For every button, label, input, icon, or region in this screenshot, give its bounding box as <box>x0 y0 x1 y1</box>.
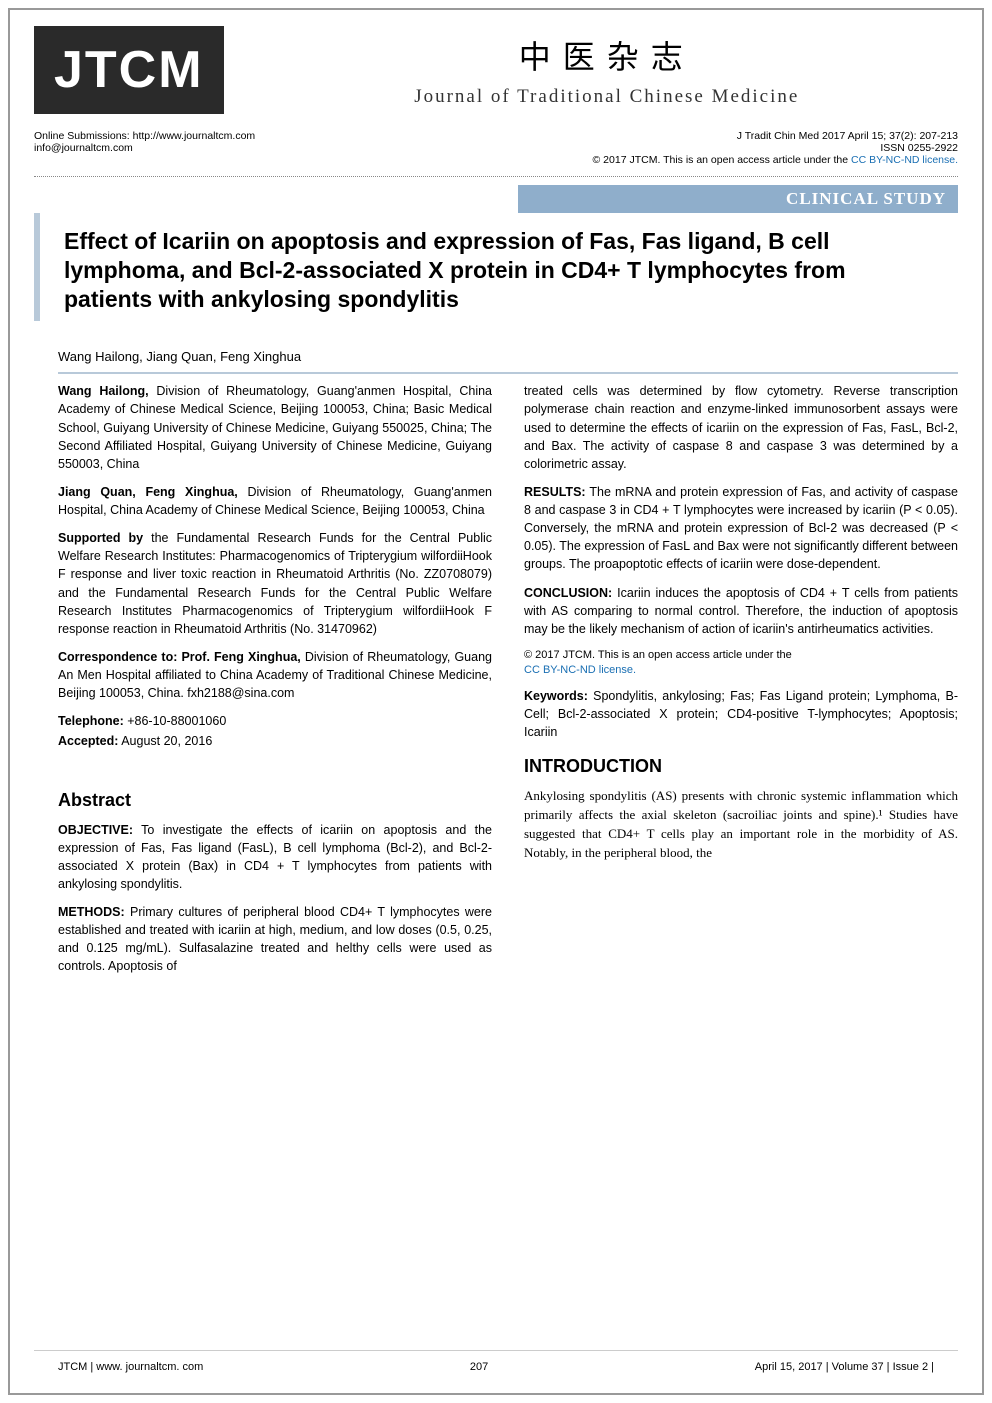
telephone-text: +86-10-88001060 <box>124 714 227 728</box>
page-container: JTCM 中医杂志 Journal of Traditional Chinese… <box>8 8 984 1395</box>
conclusion-label: CONCLUSION: <box>524 586 612 600</box>
copyright-line: © 2017 JTCM. This is an open access arti… <box>593 154 958 166</box>
telephone-label: Telephone: <box>58 714 124 728</box>
authors-line: Wang Hailong, Jiang Quan, Feng Xinghua <box>34 321 982 370</box>
badge-row: CLINICAL STUDY <box>10 181 982 213</box>
abstract-copyright: © 2017 JTCM. This is an open access arti… <box>524 648 958 679</box>
title-block: Effect of Icariin on apoptosis and expre… <box>34 213 958 321</box>
journal-logo: JTCM <box>34 26 224 114</box>
header-row: JTCM 中医杂志 Journal of Traditional Chinese… <box>10 10 982 122</box>
license-link[interactable]: CC BY-NC-ND license. <box>851 154 958 166</box>
accepted-text: August 20, 2016 <box>118 734 212 748</box>
abstract-heading: Abstract <box>58 787 492 813</box>
footer-left: JTCM | www. journaltcm. com <box>58 1361 203 1373</box>
correspondence-block: Correspondence to: Prof. Feng Xinghua, D… <box>58 648 492 702</box>
support-text: the Fundamental Research Funds for the C… <box>58 531 492 636</box>
journal-title-area: 中医杂志 Journal of Traditional Chinese Medi… <box>224 26 958 114</box>
footer-right: April 15, 2017 | Volume 37 | Issue 2 | <box>755 1361 934 1373</box>
keywords-label: Keywords: <box>524 689 588 703</box>
author-2-name: Jiang Quan, Feng Xinghua, <box>58 485 238 499</box>
results-para: RESULTS: The mRNA and protein expression… <box>524 483 958 574</box>
two-column-body: Wang Hailong, Division of Rheumatology, … <box>34 382 982 985</box>
accepted-label: Accepted: <box>58 734 118 748</box>
correspondence-label: Correspondence to: Prof. Feng Xinghua, <box>58 650 301 664</box>
meta-row: Online Submissions: http://www.journaltc… <box>10 122 982 172</box>
methods-label: METHODS: <box>58 905 125 919</box>
introduction-text: Ankylosing spondylitis (AS) presents wit… <box>524 787 958 862</box>
email-line: info@journaltcm.com <box>34 142 255 154</box>
introduction-heading: INTRODUCTION <box>524 753 958 779</box>
keywords-para: Keywords: Spondylitis, ankylosing; Fas; … <box>524 687 958 741</box>
clinical-study-badge: CLINICAL STUDY <box>518 185 958 213</box>
objective-label: OBJECTIVE: <box>58 823 133 837</box>
objective-para: OBJECTIVE: To investigate the effects of… <box>58 821 492 894</box>
abstract-license-link[interactable]: CC BY-NC-ND license. <box>524 664 636 676</box>
keywords-text: Spondylitis, ankylosing; Fas; Fas Ligand… <box>524 689 958 739</box>
copyright-text: © 2017 JTCM. This is an open access arti… <box>593 154 852 166</box>
right-column: treated cells was determined by flow cyt… <box>524 382 958 985</box>
issn-line: ISSN 0255-2922 <box>593 142 958 154</box>
dotted-divider <box>34 176 958 177</box>
footer-row: JTCM | www. journaltcm. com 207 April 15… <box>34 1350 958 1383</box>
citation-line: J Tradit Chin Med 2017 April 15; 37(2): … <box>593 130 958 142</box>
accepted-block: Accepted: August 20, 2016 <box>58 732 492 750</box>
support-label: Supported by <box>58 531 143 545</box>
submissions-line: Online Submissions: http://www.journaltc… <box>34 130 255 142</box>
chinese-title: 中医杂志 <box>256 32 958 78</box>
conclusion-para: CONCLUSION: Icariin induces the apoptosi… <box>524 584 958 638</box>
footer-page-number: 207 <box>470 1361 488 1373</box>
left-column: Wang Hailong, Division of Rheumatology, … <box>58 382 492 985</box>
methods-continuation: treated cells was determined by flow cyt… <box>524 382 958 473</box>
support-block: Supported by the Fundamental Research Fu… <box>58 529 492 638</box>
meta-right: J Tradit Chin Med 2017 April 15; 37(2): … <box>593 130 958 166</box>
results-label: RESULTS: <box>524 485 586 499</box>
affiliation-2: Jiang Quan, Feng Xinghua, Division of Rh… <box>58 483 492 519</box>
abstract-copyright-text: © 2017 JTCM. This is an open access arti… <box>524 649 792 661</box>
meta-left: Online Submissions: http://www.journaltc… <box>34 130 255 166</box>
author-1-name: Wang Hailong, <box>58 384 149 398</box>
article-title: Effect of Icariin on apoptosis and expre… <box>64 227 934 313</box>
journal-name: Journal of Traditional Chinese Medicine <box>256 86 958 108</box>
results-text: The mRNA and protein expression of Fas, … <box>524 485 958 572</box>
author-divider <box>58 372 958 374</box>
methods-para: METHODS: Primary cultures of peripheral … <box>58 903 492 976</box>
affiliation-1: Wang Hailong, Division of Rheumatology, … <box>58 382 492 473</box>
telephone-block: Telephone: +86-10-88001060 <box>58 712 492 730</box>
